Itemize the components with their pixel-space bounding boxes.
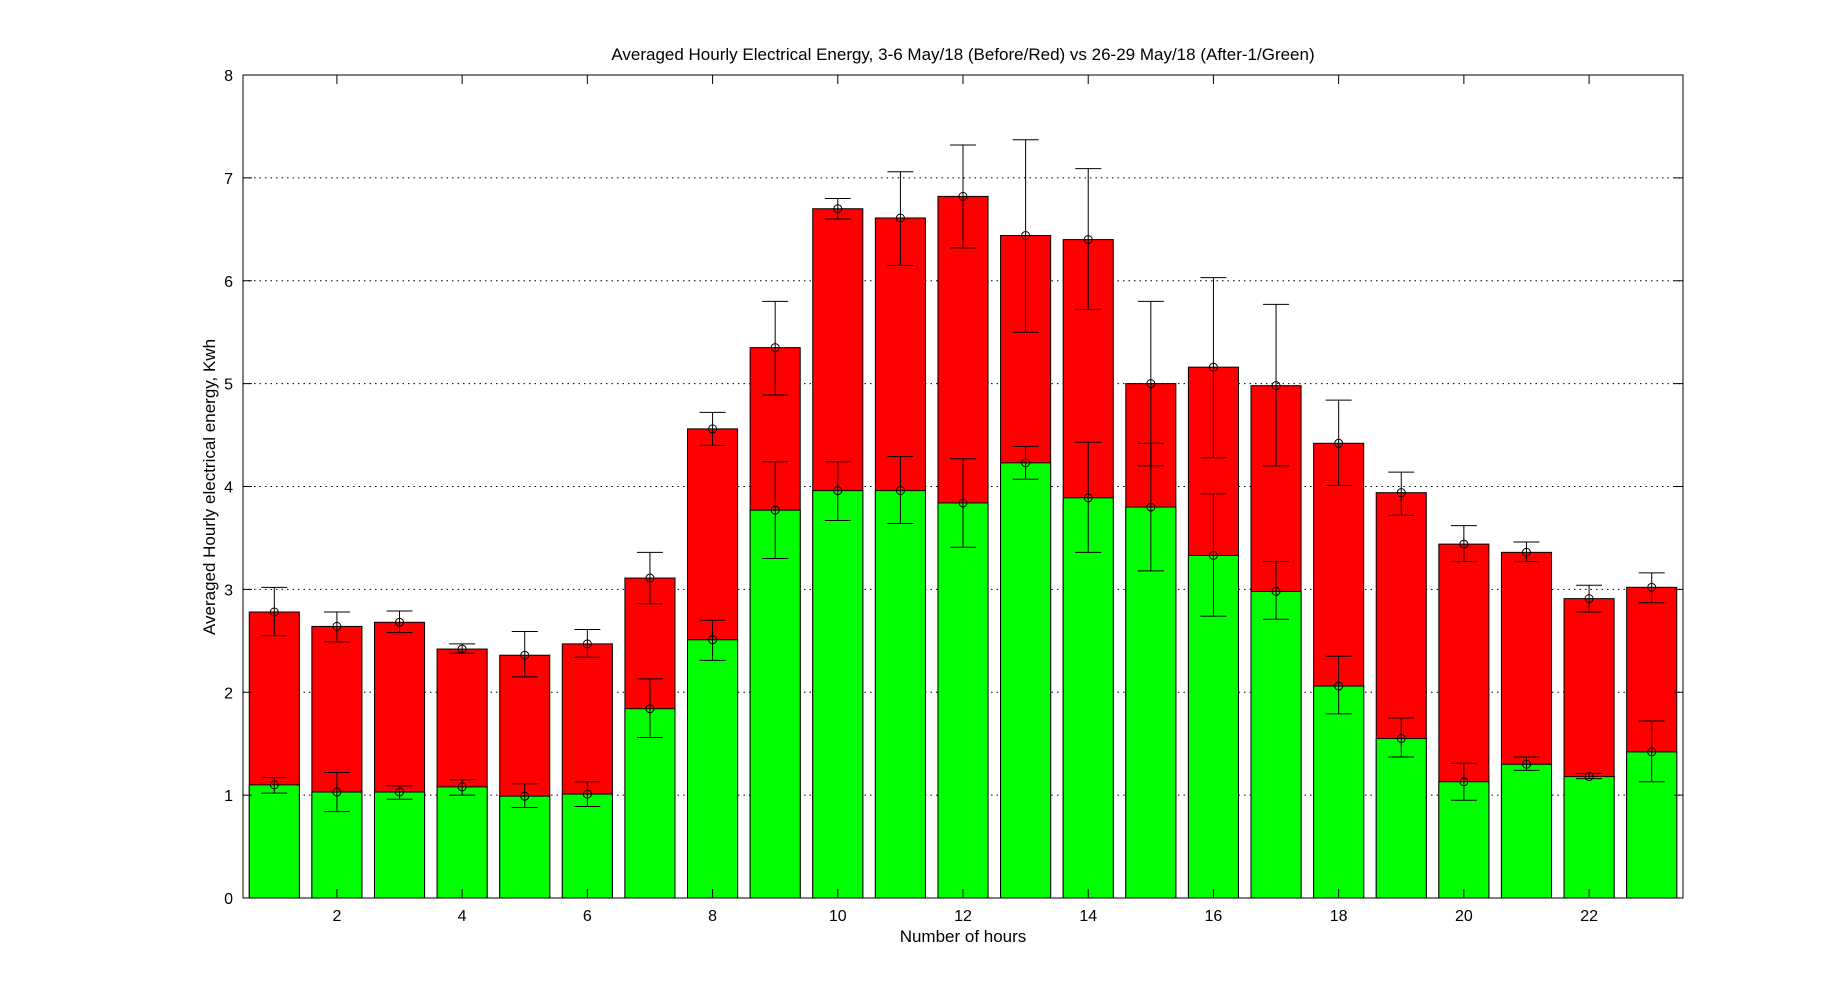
- mean-marker-before-5: [520, 650, 530, 660]
- bar-after-14: [1062, 497, 1114, 899]
- mean-marker-before-8: [708, 424, 718, 434]
- bar-after-10: [812, 490, 864, 899]
- mean-marker-before-3: [395, 617, 405, 627]
- x-tick-label: 22: [1580, 908, 1598, 925]
- bar-after-3: [373, 791, 426, 899]
- bar-after-12: [937, 502, 989, 899]
- x-tick-label: 20: [1455, 908, 1473, 925]
- mean-marker-before-10: [833, 204, 843, 214]
- mean-marker-after-1: [269, 780, 279, 790]
- x-tick-label: 18: [1330, 908, 1348, 925]
- y-axis-label: Averaged Hourly electrical energy, Kwh: [200, 339, 219, 635]
- mean-marker-before-6: [582, 639, 592, 649]
- bar-after-11: [874, 490, 926, 899]
- mean-marker-after-14: [1083, 493, 1093, 503]
- x-tick-label: 14: [1079, 908, 1097, 925]
- bar-after-7: [624, 708, 676, 899]
- bar-after-6: [561, 793, 613, 899]
- mean-marker-after-8: [708, 635, 718, 645]
- mean-marker-before-15: [1146, 379, 1156, 389]
- bar-after-20: [1438, 781, 1490, 899]
- mean-marker-before-1: [269, 607, 279, 617]
- mean-marker-before-7: [645, 573, 655, 583]
- y-tick-label: 2: [224, 685, 233, 702]
- mean-marker-after-20: [1459, 777, 1469, 787]
- bars-layer: [248, 195, 1678, 899]
- mean-marker-before-14: [1083, 235, 1093, 245]
- mean-marker-after-21: [1521, 759, 1531, 769]
- x-tick-label: 6: [583, 908, 592, 925]
- y-tick-label: 3: [224, 582, 233, 599]
- bar-after-4: [436, 786, 488, 899]
- x-tick-label: 4: [458, 908, 467, 925]
- mean-marker-before-2: [332, 621, 342, 631]
- mean-marker-after-22: [1584, 772, 1594, 782]
- x-tick-label: 10: [829, 908, 847, 925]
- bar-after-18: [1313, 685, 1365, 899]
- mean-marker-before-12: [958, 191, 968, 201]
- mean-marker-before-13: [1021, 230, 1031, 240]
- bar-after-22: [1563, 776, 1615, 899]
- x-tick-label: 16: [1205, 908, 1223, 925]
- mean-marker-after-15: [1146, 502, 1156, 512]
- mean-marker-after-12: [958, 498, 968, 508]
- bar-after-8: [687, 639, 739, 899]
- mean-marker-after-4: [457, 782, 467, 792]
- mean-marker-after-13: [1021, 458, 1031, 468]
- bar-after-19: [1375, 738, 1427, 899]
- mean-marker-before-17: [1271, 381, 1281, 391]
- y-tick-label: 8: [224, 68, 233, 85]
- bar-after-9: [749, 509, 801, 899]
- mean-marker-after-16: [1208, 550, 1218, 560]
- y-tick-label: 1: [224, 788, 233, 805]
- x-tick-label: 8: [708, 908, 717, 925]
- mean-marker-after-5: [520, 791, 530, 801]
- mean-marker-before-9: [770, 343, 780, 353]
- mean-marker-before-23: [1647, 582, 1657, 592]
- mean-marker-after-18: [1334, 681, 1344, 691]
- y-tick-label: 7: [224, 171, 233, 188]
- mean-marker-after-7: [645, 704, 655, 714]
- mean-marker-after-11: [895, 486, 905, 496]
- x-axis-label: Number of hours: [900, 927, 1027, 946]
- bar-after-1: [248, 784, 300, 899]
- mean-marker-after-19: [1396, 734, 1406, 744]
- mean-marker-after-17: [1271, 586, 1281, 596]
- mean-marker-before-21: [1521, 547, 1531, 557]
- y-tick-label: 0: [224, 891, 233, 908]
- mean-marker-before-20: [1459, 539, 1469, 549]
- y-tick-label: 4: [224, 480, 233, 497]
- x-tick-label: 2: [332, 908, 341, 925]
- mean-marker-after-23: [1647, 747, 1657, 757]
- chart-title: Averaged Hourly Electrical Energy, 3-6 M…: [611, 45, 1314, 64]
- mean-marker-before-22: [1584, 594, 1594, 604]
- bar-after-5: [499, 795, 551, 899]
- mean-marker-before-16: [1208, 362, 1218, 372]
- y-tick-label: 6: [224, 274, 233, 291]
- mean-marker-after-9: [770, 505, 780, 515]
- y-tick-label: 5: [224, 377, 233, 394]
- bar-after-17: [1250, 590, 1302, 899]
- x-tick-label: 12: [954, 908, 972, 925]
- mean-marker-after-10: [833, 486, 843, 496]
- bar-after-15: [1125, 506, 1177, 899]
- mean-marker-after-6: [582, 789, 592, 799]
- mean-marker-before-4: [457, 644, 467, 654]
- mean-marker-before-18: [1334, 438, 1344, 448]
- bar-after-21: [1500, 763, 1553, 899]
- error-bars-layer: [261, 139, 1665, 813]
- mean-marker-after-2: [332, 787, 342, 797]
- bar-after-13: [1000, 462, 1052, 899]
- mean-marker-before-19: [1396, 488, 1406, 498]
- mean-marker-before-11: [895, 213, 905, 223]
- mean-marker-after-3: [395, 787, 405, 797]
